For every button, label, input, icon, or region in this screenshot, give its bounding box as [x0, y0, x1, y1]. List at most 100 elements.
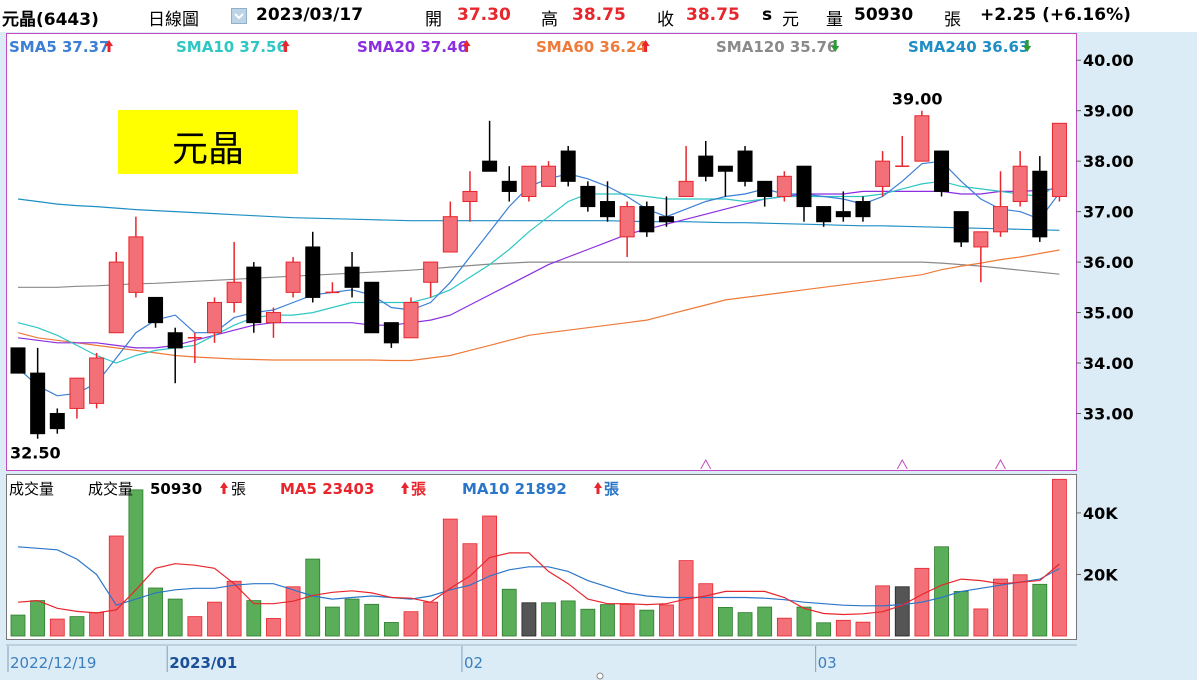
- candle-body: [1012, 165, 1028, 203]
- candle-body: [108, 261, 124, 334]
- candle-body: [953, 211, 969, 243]
- candle-body: [265, 312, 281, 324]
- candle-body: [49, 412, 65, 430]
- candle-body: [482, 160, 498, 172]
- candle-body: [10, 347, 26, 374]
- volume-ma10-line: [17, 546, 1060, 607]
- volume-panel-title: 成交量: [9, 480, 54, 498]
- resize-handle-icon[interactable]: [596, 672, 604, 680]
- high-label: 高: [541, 10, 558, 30]
- candle-body: [226, 281, 242, 303]
- candle-body: [246, 266, 262, 324]
- arrow-down-icon: [831, 40, 840, 52]
- candle-body: [167, 332, 183, 349]
- candle-body: [835, 211, 851, 218]
- legend-sma20: SMA20 37.46: [357, 38, 468, 56]
- candle-body: [619, 206, 635, 238]
- unit-label: 元: [782, 10, 799, 30]
- volume-legend-unit: 張: [231, 480, 246, 498]
- candle-body: [501, 180, 517, 192]
- candle-body: [776, 175, 792, 197]
- volume-bar: [698, 583, 714, 637]
- legend-sma120: SMA120 35.76: [716, 38, 837, 56]
- x-tick-label: 2023/01: [169, 654, 237, 672]
- volume-value: 50930: [854, 5, 914, 25]
- candle-body: [600, 201, 615, 218]
- candle-body: [30, 372, 46, 435]
- candle-body: [973, 231, 989, 248]
- candle-body: [285, 261, 301, 293]
- arrow-down-icon: [1023, 40, 1032, 52]
- volume-bar: [718, 606, 733, 637]
- ma5-legend-unit: 張: [411, 480, 427, 498]
- volume-bar: [148, 587, 163, 637]
- candle-body: [757, 180, 773, 197]
- volume-bar: [324, 606, 340, 637]
- volume-bar: [619, 603, 635, 637]
- candle-body: [993, 206, 1008, 233]
- price-panel: [6, 33, 1077, 471]
- candle-body: [442, 216, 458, 253]
- volume-bar: [639, 609, 655, 637]
- high-annotation: 39.00: [892, 90, 943, 109]
- candle-body: [678, 180, 694, 197]
- volume-bar: [776, 617, 792, 637]
- candle-body: [89, 357, 105, 404]
- volume-bar: [167, 598, 183, 637]
- candle-body: [305, 246, 321, 298]
- volume-bar: [462, 543, 478, 637]
- legend-sma10: SMA10 37.56: [176, 38, 287, 56]
- volume-bar: [1032, 583, 1048, 637]
- candle-body: [364, 281, 380, 334]
- sma10-line: [17, 180, 1060, 364]
- stock-name: 元晶(6443): [2, 10, 99, 30]
- volume-bar: [10, 614, 26, 637]
- volume-bar: [364, 603, 380, 637]
- volume-bar: [442, 518, 458, 637]
- volume-bar: [600, 604, 615, 637]
- volume-bar: [30, 600, 46, 637]
- volume-bar: [737, 612, 753, 637]
- price-change: +2.25 (+6.16%): [980, 5, 1131, 25]
- volume-legend-value: 50930: [150, 480, 202, 498]
- marker-triangle: [995, 458, 1006, 470]
- candle-body: [128, 236, 144, 293]
- price-tick-label: 37.00: [1083, 203, 1134, 222]
- volume-bar: [796, 606, 812, 637]
- volume-bar: [128, 489, 144, 637]
- volume-tick-label: 20K: [1083, 565, 1118, 584]
- candle-body: [1051, 122, 1067, 197]
- sma20-line: [17, 187, 1060, 349]
- volume-bar: [816, 622, 832, 637]
- candle-body: [560, 150, 576, 182]
- period-label: 日線圖: [148, 10, 199, 30]
- candle-body: [698, 155, 714, 177]
- sma120-line: [18, 261, 1060, 288]
- volume-bar: [1012, 574, 1028, 637]
- low-annotation: 32.50: [10, 444, 61, 463]
- arrow-up-icon: [462, 40, 471, 52]
- arrow-up-icon: [105, 40, 113, 52]
- volume-bar: [855, 621, 871, 637]
- candle-body: [580, 185, 596, 208]
- price-tick-label: 40.00: [1083, 51, 1134, 70]
- volume-bar: [285, 586, 301, 637]
- candle-body: [855, 201, 871, 218]
- volume-bar: [266, 618, 281, 637]
- volume-bar: [580, 608, 596, 637]
- sma240-line: [17, 198, 1060, 231]
- volume-bar: [49, 618, 65, 637]
- candle-body: [462, 190, 478, 203]
- volume-bar: [344, 598, 360, 637]
- high-value: 38.75: [572, 5, 626, 25]
- candle-body: [1032, 170, 1048, 238]
- ma5-legend: MA5 23403: [280, 480, 374, 498]
- ma10-legend-unit: 張: [604, 480, 620, 498]
- candle-body: [717, 165, 733, 172]
- candle-body: [875, 160, 891, 187]
- period-dropdown-icon[interactable]: [231, 8, 247, 24]
- candle-body: [914, 115, 930, 162]
- volume-bar: [108, 535, 124, 637]
- candle-body: [521, 165, 537, 197]
